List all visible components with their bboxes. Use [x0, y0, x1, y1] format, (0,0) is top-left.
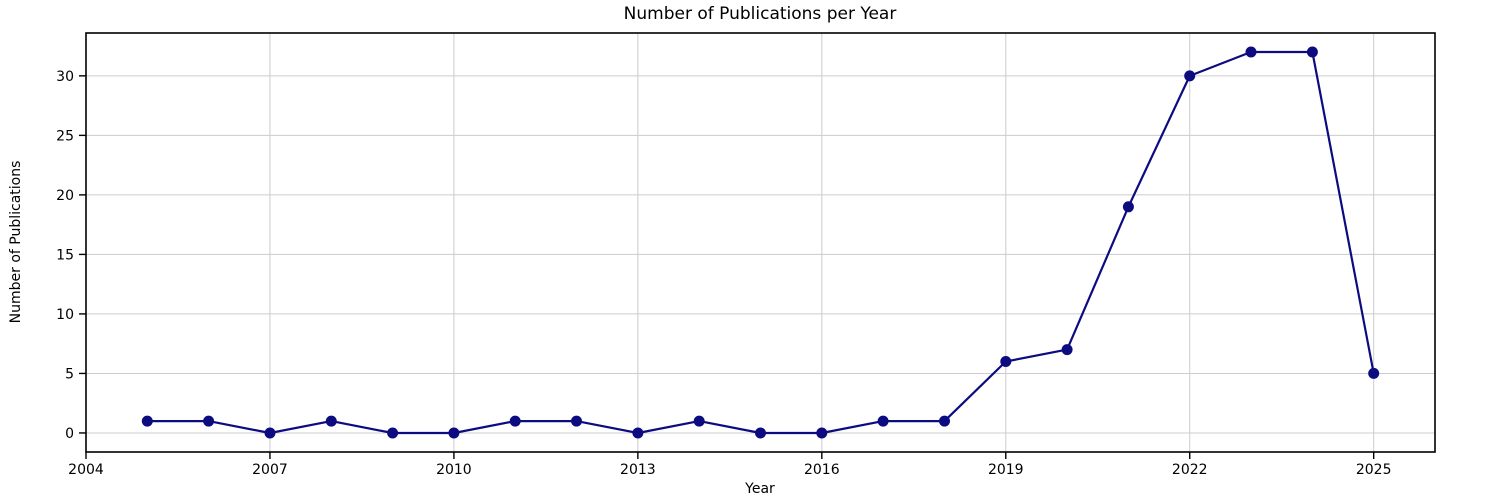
- data-point: [877, 415, 889, 427]
- data-point: [448, 427, 460, 439]
- y-axis-label: Number of Publications: [8, 161, 24, 324]
- data-point: [1184, 70, 1196, 82]
- x-tick-label: 2022: [1172, 462, 1208, 478]
- data-point: [939, 415, 950, 427]
- y-tick-label: 25: [56, 128, 74, 144]
- x-tick-label: 2019: [988, 462, 1024, 478]
- x-tick-label: 2007: [252, 462, 288, 478]
- y-tick-label: 15: [56, 247, 74, 263]
- data-point: [203, 415, 215, 427]
- y-tick-label: 10: [56, 307, 74, 323]
- data-point: [387, 427, 399, 439]
- data-point: [141, 415, 153, 427]
- data-point: [632, 427, 644, 439]
- y-tick-label: 5: [65, 366, 74, 382]
- data-point: [509, 415, 521, 427]
- data-point: [1000, 356, 1012, 367]
- chart-title: Number of Publications per Year: [624, 4, 897, 24]
- data-point: [264, 427, 276, 439]
- plot-frame: [85, 32, 1436, 453]
- x-tick-label: 2004: [68, 462, 104, 478]
- series-layer: [141, 46, 1380, 439]
- x-tick-label: 2016: [804, 462, 840, 478]
- x-tick-label: 2010: [436, 462, 472, 478]
- data-point: [755, 427, 766, 439]
- data-point: [1245, 46, 1257, 58]
- data-point: [1306, 46, 1318, 58]
- y-tick-label: 0: [65, 426, 74, 442]
- x-tick-label: 2025: [1356, 462, 1392, 478]
- x-axis-label: Year: [744, 481, 775, 497]
- data-point: [325, 415, 337, 427]
- data-point: [571, 415, 582, 427]
- data-point: [693, 415, 705, 427]
- x-tick-label: 2013: [620, 462, 656, 478]
- y-tick-label: 30: [56, 69, 74, 85]
- data-point: [1061, 344, 1073, 356]
- grid-lines: [85, 33, 1435, 452]
- data-point: [1368, 367, 1380, 379]
- axis-ticks: 2004 2007 2010 2013 2016 2019 2022 202505101520…: [56, 69, 1391, 478]
- y-tick-label: 20: [56, 188, 74, 204]
- plot-border: [85, 32, 1436, 453]
- data-point: [816, 427, 828, 439]
- data-point: [1122, 201, 1134, 213]
